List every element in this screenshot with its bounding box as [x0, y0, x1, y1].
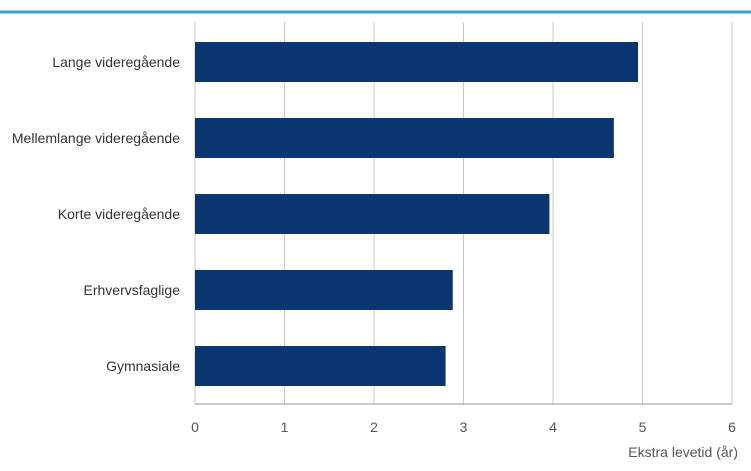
bar-0 [195, 42, 639, 82]
x-tick-label-4: 4 [549, 419, 557, 435]
x-tick-label-1: 1 [281, 419, 289, 435]
category-labels: Lange videregående Mellemlange videregåen… [12, 54, 180, 374]
bar-4 [195, 346, 446, 386]
x-tick-label-5: 5 [639, 419, 647, 435]
x-tick-label-2: 2 [370, 419, 378, 435]
bar-1 [195, 118, 614, 158]
bars [195, 42, 639, 386]
bar-3 [195, 270, 453, 310]
category-label-2: Korte videregående [58, 206, 180, 222]
x-tick-labels: 0 1 2 3 4 5 6 [191, 419, 736, 435]
category-label-4: Gymnasiale [106, 358, 180, 374]
category-label-0: Lange videregående [52, 54, 180, 70]
bar-2 [195, 194, 550, 234]
x-axis-title: Ekstra levetid (år) [628, 444, 738, 460]
x-tick-label-3: 3 [460, 419, 468, 435]
category-label-1: Mellemlange videregående [12, 130, 180, 146]
x-tick-label-6: 6 [728, 419, 736, 435]
x-tick-label-0: 0 [191, 419, 199, 435]
category-label-3: Erhvervsfaglige [84, 282, 181, 298]
